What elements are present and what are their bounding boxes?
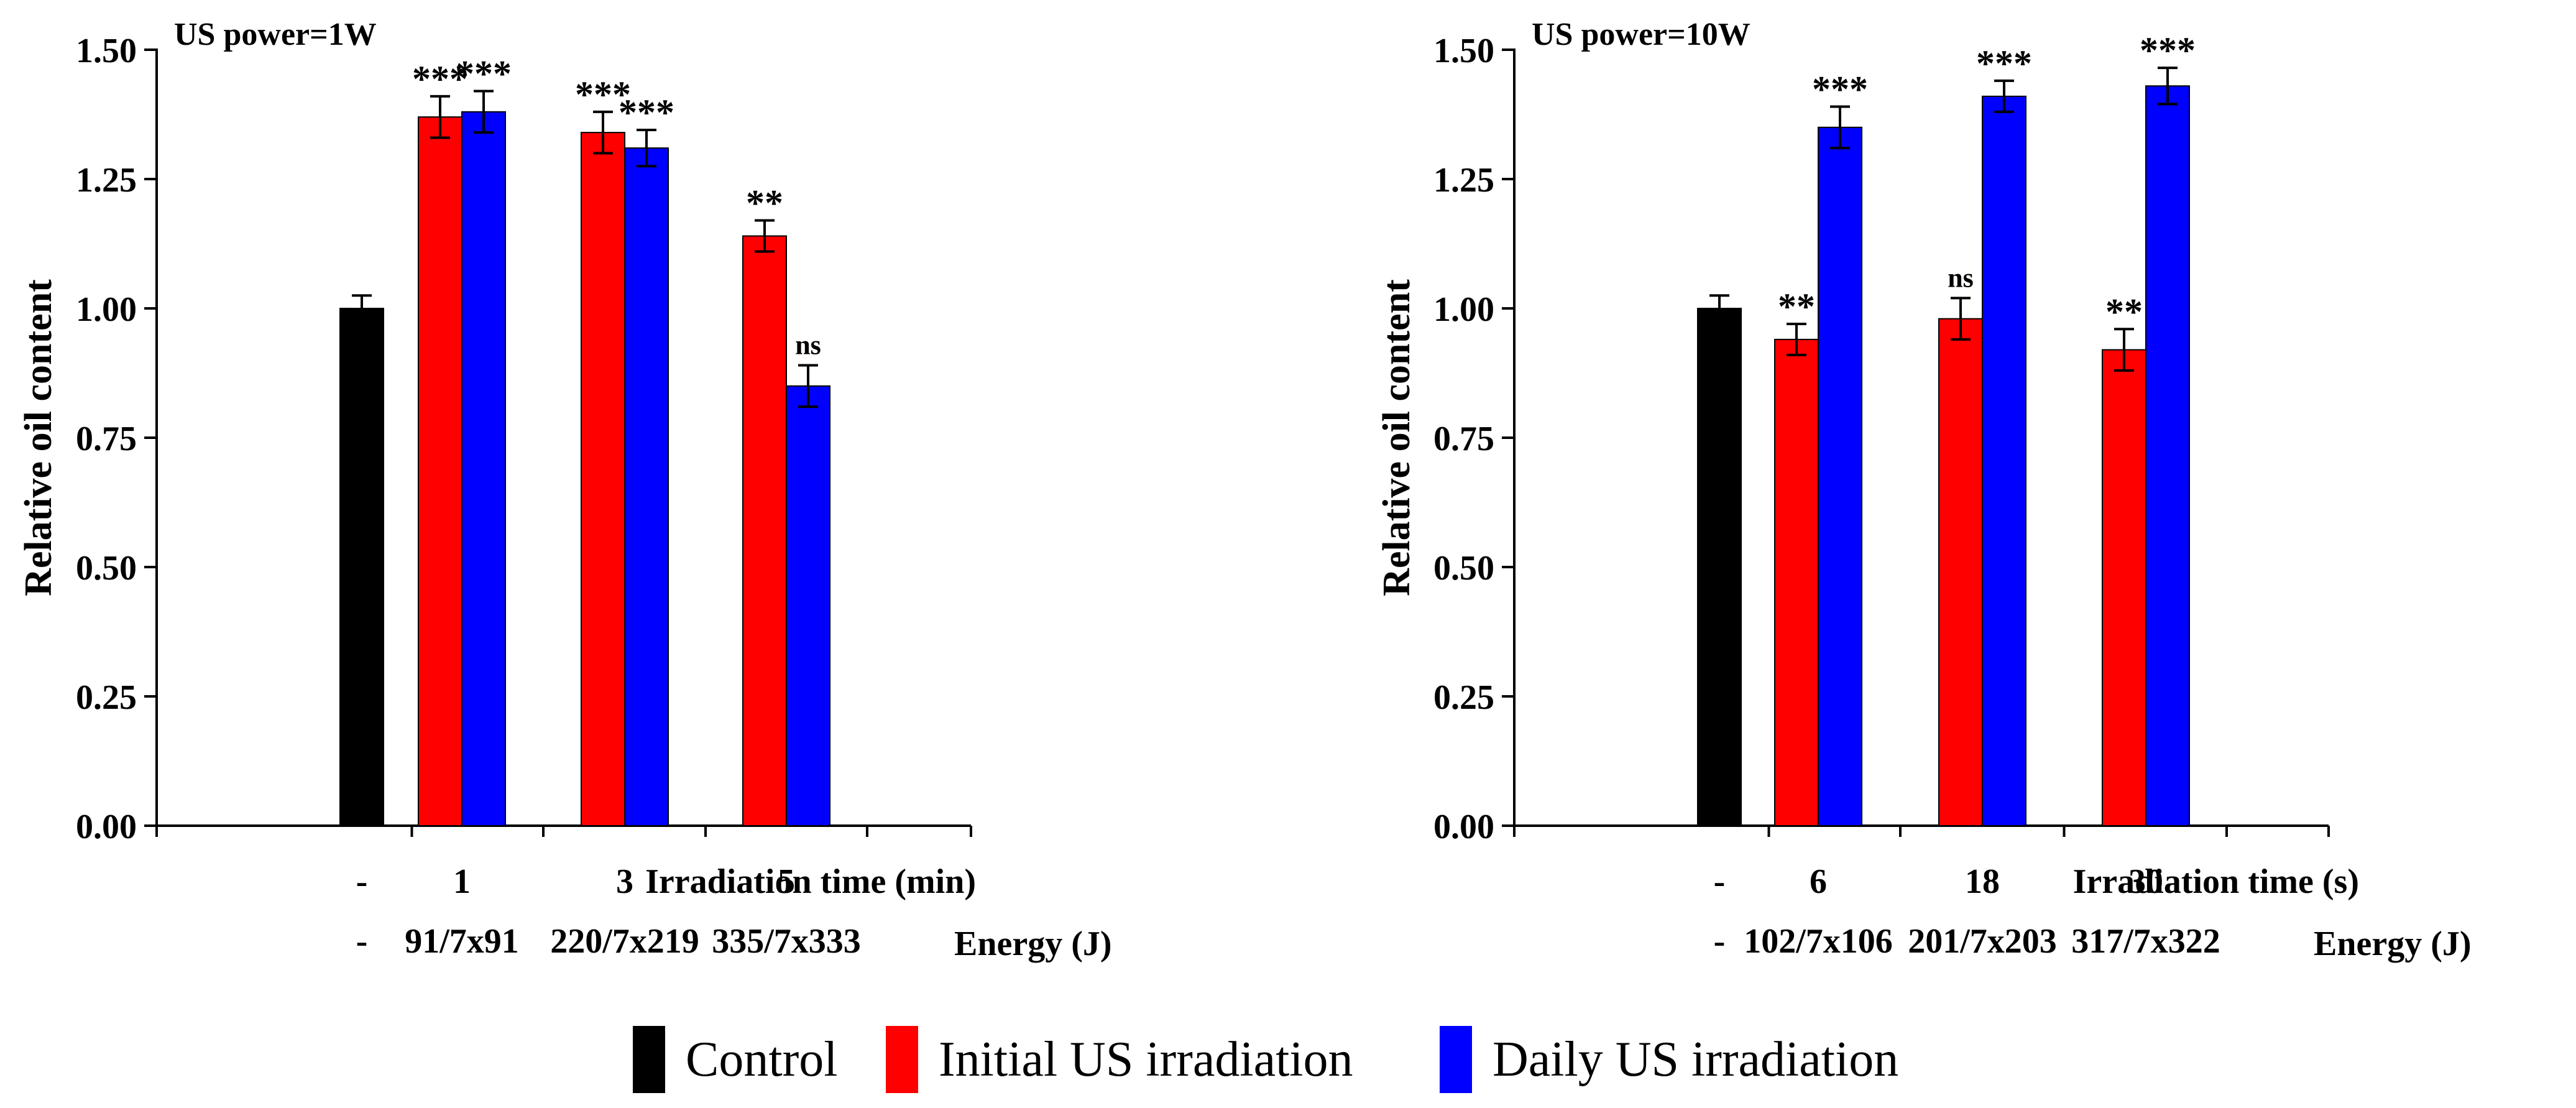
secondary-x-title: Energy (J) [2314,925,2472,963]
y-tick-label: 1.25 [1433,161,1494,200]
y-axis-title: Relative oil content [1376,279,1418,596]
legend-swatch [1440,1026,1472,1093]
energy-label: 102/7x106 [1744,922,1893,961]
x-tick-label: 18 [1965,862,2000,901]
bar-initial [742,235,787,826]
y-axis-title: Relative oil content [17,279,60,596]
y-tick-label: 0.00 [1433,808,1494,846]
legend-swatch [886,1026,918,1093]
bar-initial [1938,318,1983,826]
secondary-x-title: Energy (J) [954,925,1112,963]
significance-label: ns [795,330,821,361]
y-tick-label: 1.00 [76,290,137,329]
bar-daily [786,385,830,826]
y-tick-label: 1.50 [76,32,137,70]
x-tick-label: - [1714,862,1726,901]
energy-label: 91/7x91 [405,922,519,961]
legend-label: Initial US irradiation [939,1032,1353,1087]
significance-label: ** [2105,291,2143,332]
x-tick-label: 5 [778,862,795,901]
significance-label: ** [1778,286,1815,327]
significance-label: *** [619,92,674,133]
energy-label: - [1714,922,1726,961]
y-tick-label: 0.25 [1433,678,1494,717]
significance-label: *** [575,74,631,115]
significance-label: *** [1812,69,1868,110]
y-tick-label: 1.25 [76,161,137,200]
x-axis-title: Irradiation time (min) [645,862,976,901]
y-tick-label: 0.25 [76,678,137,717]
legend-swatch [633,1026,665,1093]
bar-daily [624,147,669,827]
energy-label: 201/7x203 [1908,922,2057,961]
bar-control [1697,308,1742,826]
chart-panel-1w: 0.00 0.25 0.50 0.75 1.00 1.25 1.50 Relative oil… [17,17,1112,963]
bar-daily [2145,85,2190,827]
bar-initial [581,132,625,826]
bar-initial [2102,349,2146,826]
significance-label: *** [456,53,512,95]
panel-title: US power=1W [174,17,377,52]
y-tick-label: 1.50 [1433,32,1494,70]
significance-label: ns [1948,262,1974,293]
x-tick-label: 3 [616,862,633,901]
x-tick-label: 6 [1810,862,1827,901]
bar-daily [461,111,506,827]
y-tick-label: 0.50 [1433,549,1494,588]
significance-label: ** [746,183,783,224]
bar-daily [1818,126,1862,826]
chart-panel-10w: 0.00 0.25 0.50 0.75 1.00 1.25 1.50 Relative oil… [1376,17,2472,963]
energy-label: 317/7x322 [2071,922,2220,961]
energy-label: 335/7x333 [712,922,861,961]
energy-label: - [356,922,368,961]
x-tick-label: 1 [453,862,471,901]
bar-initial [418,116,462,826]
significance-label: *** [412,58,468,99]
x-tick-label: - [356,862,368,901]
y-tick-label: 0.00 [76,808,137,846]
y-tick-label: 0.75 [76,420,137,458]
significance-label: *** [2140,30,2196,71]
bar-initial [1774,338,1819,826]
y-tick-label: 0.50 [76,549,137,588]
y-tick-label: 1.00 [1433,290,1494,329]
legend: Control Initial US irradiation Daily US ir… [633,1026,1898,1093]
x-tick-label: 30 [2128,862,2163,901]
x-axis-title: Irradiation time (s) [2073,862,2359,901]
y-tick-label: 0.75 [1433,420,1494,458]
panel-title: US power=10W [1532,17,1750,52]
legend-label: Daily US irradiation [1493,1032,1898,1087]
energy-label: 220/7x219 [550,922,699,961]
legend-label: Control [686,1032,837,1087]
significance-label: *** [1976,43,2032,84]
bar-daily [1982,95,2026,826]
bar-control [339,308,384,826]
